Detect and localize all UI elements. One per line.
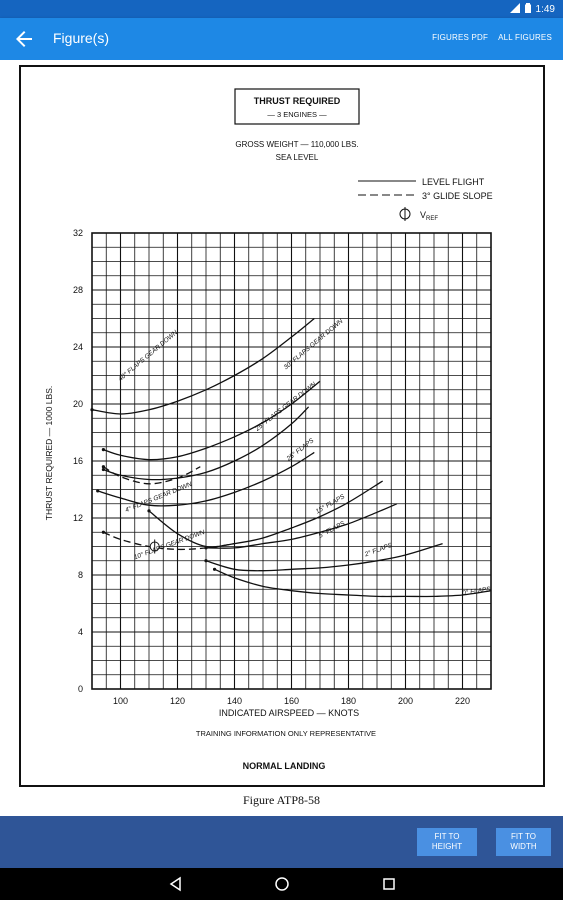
series-line (91, 317, 315, 415)
y-axis-label: THRUST REQUIRED — 1000 LBS. (44, 386, 54, 520)
title-line2: — 3 ENGINES — (267, 110, 327, 119)
system-nav-bar (0, 868, 563, 900)
series-line (97, 451, 315, 507)
normal-landing: NORMAL LANDING (243, 761, 326, 771)
curve-label: 25° FLAPS (284, 436, 316, 463)
plot-border (91, 232, 492, 690)
curve-label: 40° FLAPS GEAR DOWN (117, 328, 180, 382)
series-line (103, 380, 321, 461)
page-title: Figure(s) (53, 30, 110, 46)
curve-label: 10° FLAPS GEAR DOWN (133, 528, 206, 561)
y-tick-label: 0 (78, 684, 83, 694)
chart-series (90, 317, 492, 598)
series-start-point (101, 467, 105, 472)
signal-icon (509, 3, 520, 16)
status-bar: 1:49 (0, 0, 563, 18)
legend-vref-label: VREF (420, 210, 438, 222)
y-tick-label: 16 (73, 456, 83, 466)
nav-recents-icon[interactable] (381, 876, 397, 892)
series-line (103, 466, 201, 485)
x-tick-label: 160 (284, 696, 299, 706)
x-tick-label: 140 (227, 696, 242, 706)
series-start-point (212, 567, 217, 571)
figure-viewer[interactable]: THRUST REQUIRED — 3 ENGINES — GROSS WEIG… (0, 60, 563, 816)
y-tick-label: 12 (73, 513, 83, 523)
app-bar: Figure(s) FIGURES PDF ALL FIGURES (0, 18, 563, 60)
title-box (234, 88, 360, 125)
sea-level: SEA LEVEL (276, 153, 319, 162)
clock: 1:49 (535, 4, 555, 15)
gross-weight: GROSS WEIGHT — 110,000 LBS. (235, 140, 358, 149)
series-line (205, 503, 398, 549)
fit-to-height-button[interactable]: FIT TO HEIGHT (417, 828, 477, 856)
battery-icon (524, 3, 531, 16)
appbar-actions: FIGURES PDF ALL FIGURES (432, 33, 552, 42)
y-tick-label: 32 (73, 228, 83, 238)
legend-level-label: LEVEL FLIGHT (422, 177, 485, 187)
fit-to-width-button[interactable]: FIT TO WIDTH (496, 828, 551, 856)
nav-home-icon[interactable] (274, 876, 290, 892)
x-axis-label: INDICATED AIRSPEED — KNOTS (219, 708, 359, 718)
vref-legend-icon (399, 207, 411, 221)
series-start-point (101, 448, 105, 452)
nav-back-icon[interactable] (168, 876, 184, 892)
training-note: TRAINING INFORMATION ONLY REPRESENTATIVE (196, 729, 376, 738)
legend-glide-label: 3° GLIDE SLOPE (422, 191, 493, 201)
series-start-point (101, 465, 105, 469)
thrust-chart: THRUST REQUIRED — 3 ENGINES — GROSS WEIG… (44, 88, 493, 771)
curve-label: 0° FLAPS (462, 585, 492, 597)
all-figures-button[interactable]: ALL FIGURES (498, 33, 552, 42)
x-tick-label: 180 (341, 696, 356, 706)
figure-frame: THRUST REQUIRED — 3 ENGINES — GROSS WEIG… (19, 65, 545, 787)
status-icons: 1:49 (509, 3, 555, 16)
series-start-point (101, 530, 105, 534)
curve-label: 5° FLAPS (317, 519, 347, 540)
series-line (205, 542, 443, 572)
series-start-point (147, 509, 151, 513)
series-start-point (90, 408, 94, 412)
y-tick-label: 4 (78, 627, 83, 637)
x-tick-label: 120 (170, 696, 185, 706)
figures-pdf-button[interactable]: FIGURES PDF (432, 33, 489, 42)
chart-ticks: 0 4 8 12 16 20 24 28 32 100 120 140 160 180 200 220 (73, 228, 470, 706)
series-line (148, 480, 384, 548)
x-tick-label: 220 (455, 696, 470, 706)
back-arrow-icon[interactable] (12, 27, 36, 51)
y-tick-label: 8 (78, 570, 83, 580)
figure-caption: Figure ATP8-58 (242, 793, 320, 807)
series-start-point (96, 489, 100, 493)
series-line (103, 531, 235, 551)
x-tick-label: 200 (398, 696, 413, 706)
y-tick-label: 28 (73, 285, 83, 295)
series-line (214, 568, 492, 598)
y-tick-label: 20 (73, 399, 83, 409)
bottom-toolbar: FIT TO HEIGHT FIT TO WIDTH (0, 816, 563, 868)
y-tick-label: 24 (73, 342, 83, 352)
title-line1: THRUST REQUIRED (254, 96, 341, 106)
series-line (103, 406, 310, 481)
series-start-point (204, 559, 208, 563)
curve-label: 2° FLAPS (363, 541, 394, 559)
x-tick-label: 100 (113, 696, 128, 706)
chart-grid (91, 232, 492, 690)
